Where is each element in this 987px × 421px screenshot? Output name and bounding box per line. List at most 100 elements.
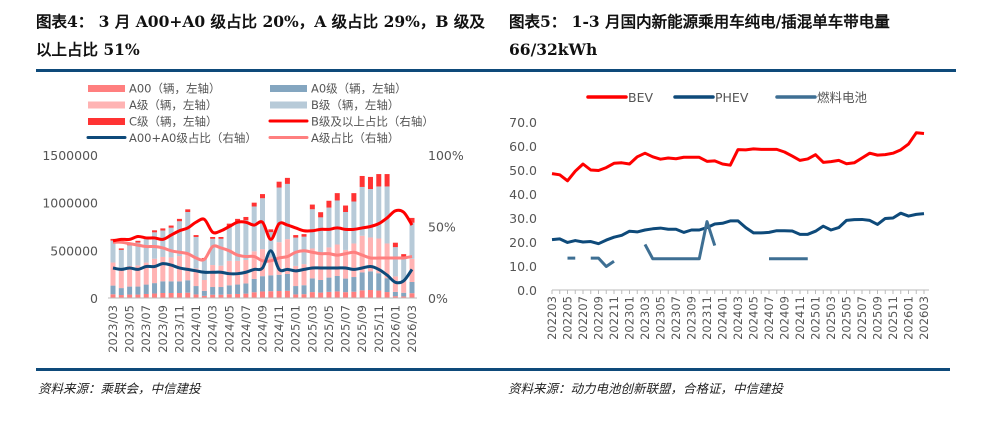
legend-label-PHEV: PHEV <box>715 90 749 105</box>
bar-a-2023/07 <box>143 262 149 285</box>
legend-label-3: B级（辆，左轴） <box>311 98 399 112</box>
bar-a-2024/08 <box>251 251 257 279</box>
bar-a-2023/06 <box>135 265 141 287</box>
bar-c-2024/10 <box>268 229 274 233</box>
legend-label-4: C级（辆，左轴） <box>129 115 218 129</box>
bar-b-2025/12 <box>384 186 390 244</box>
x-tick-label: 202403 <box>731 296 745 340</box>
bar-a-2025/11 <box>376 238 382 274</box>
bar-a00-2024/09 <box>260 291 265 298</box>
bar-c-2024/01 <box>193 235 199 237</box>
bar-c-2023/04 <box>118 248 124 250</box>
x-tick-label: 202407 <box>762 296 776 340</box>
x-tick-label: 2024/09 <box>256 305 270 353</box>
x-tick-label: 202211 <box>607 296 621 340</box>
bar-a0-2026/03 <box>409 281 415 294</box>
bar-a00-2025/04 <box>318 292 324 298</box>
x-tick-label: 2024/01 <box>189 305 203 353</box>
bar-a-2023/04 <box>118 268 124 289</box>
x-tick-label: 2023/09 <box>156 305 170 353</box>
line-a00-a0-share <box>112 249 414 285</box>
bar-a0-2025/10 <box>367 271 373 291</box>
bar-a-2025/07 <box>343 249 349 279</box>
bar-c-2023/08 <box>152 230 158 233</box>
right-title-rule <box>490 69 956 72</box>
bar-a-2025/12 <box>384 243 390 279</box>
x-tick-label: 202205 <box>561 296 575 340</box>
x-tick-label: 2024/03 <box>206 305 220 353</box>
bar-a-2024/01 <box>193 268 199 287</box>
bar-a0-2024/01 <box>193 286 199 295</box>
legend-label-1: A0级（辆，左轴） <box>311 82 407 96</box>
bar-c-2025/11 <box>376 174 382 187</box>
right-title-line2: 66/32kWh <box>509 40 598 59</box>
bar-b-2024/05 <box>226 226 232 261</box>
x-tick-label: 202305 <box>654 296 668 340</box>
x-tick-label: 202203 <box>545 296 559 340</box>
bar-a-2026/01 <box>392 276 398 292</box>
x-tick-label: 2026/01 <box>388 305 402 353</box>
bar-a-2025/10 <box>367 237 373 272</box>
bar-a00-2023/04 <box>118 295 124 298</box>
bar-b-2023/03 <box>110 240 116 263</box>
x-tick-label: 2023/11 <box>172 305 186 353</box>
bar-c-2023/11 <box>176 218 182 222</box>
legend-swatch-3 <box>270 101 307 109</box>
left-axis-tick: 0 <box>90 291 98 306</box>
bar-a00-2025/10 <box>367 290 373 298</box>
x-tick-label: 2024/11 <box>272 305 286 353</box>
bar-a0-2024/07 <box>243 283 249 294</box>
legend-label-2: A级（辆，左轴） <box>129 98 217 112</box>
bar-a00-2024/08 <box>251 292 257 298</box>
right-chart-y-tick: 40.0 <box>509 187 537 202</box>
legend-label-燃料电池: 燃料电池 <box>817 90 868 105</box>
bar-b-2023/04 <box>118 249 124 269</box>
right-axis-tick: 50% <box>428 220 456 235</box>
x-tick-label: 2024/05 <box>222 305 236 353</box>
line-b-plus-share <box>112 208 414 243</box>
bar-b-2024/01 <box>193 236 199 269</box>
bar-b-2023/05 <box>127 245 133 266</box>
x-tick-label: 202501 <box>809 296 823 340</box>
bar-c-2024/07 <box>243 216 249 221</box>
series-line-BEV <box>551 131 925 183</box>
x-tick-label: 2026/03 <box>405 305 419 353</box>
bar-c-2025/10 <box>367 176 373 190</box>
bar-a0-2025/03 <box>309 278 315 293</box>
right-chart-y-tick: 0.0 <box>517 283 537 298</box>
bar-a00-2025/05 <box>326 291 332 298</box>
left-title-rule <box>36 69 500 72</box>
x-tick-label: 202309 <box>685 296 699 340</box>
bar-c-2026/02 <box>401 254 407 258</box>
bar-a0-2024/05 <box>226 285 232 295</box>
x-tick-label: 202301 <box>623 296 637 340</box>
bar-b-2026/03 <box>409 222 415 259</box>
x-tick-label: 202401 <box>716 296 730 340</box>
bar-a0-2025/11 <box>376 273 382 291</box>
bar-c-2025/07 <box>343 205 349 212</box>
bar-c-2024/03 <box>210 236 216 239</box>
bar-a0-2024/09 <box>260 276 265 292</box>
bar-a-2025/01 <box>293 265 299 287</box>
bar-a0-2025/05 <box>326 277 332 292</box>
legend-label-7: A级占比（右轴） <box>311 131 399 145</box>
bottom-rule <box>36 368 950 371</box>
x-tick-label: 202209 <box>592 296 606 340</box>
bar-a0-2026/01 <box>392 291 398 297</box>
left-source: 资料来源：乘联会，中信建投 <box>38 381 201 396</box>
legend-swatch-2 <box>88 101 125 109</box>
x-tick-label: 202507 <box>855 296 869 340</box>
bar-a00-2024/04 <box>218 294 224 298</box>
left-axis-tick: 1000000 <box>42 196 98 211</box>
bar-c-2025/05 <box>326 200 332 208</box>
bar-b-2024/10 <box>268 232 274 258</box>
legend-label-0: A00（辆，左轴） <box>129 82 221 96</box>
bar-a0-2025/02 <box>301 285 307 295</box>
bar-a00-2024/10 <box>268 291 274 298</box>
bar-c-2023/06 <box>135 240 141 243</box>
bar-c-2025/04 <box>318 212 324 218</box>
right-chart-y-tick: 60.0 <box>509 139 537 154</box>
x-tick-label: 2025/05 <box>322 305 336 353</box>
bar-a00-2025/03 <box>309 292 315 298</box>
right-axis-tick: 100% <box>428 148 464 163</box>
